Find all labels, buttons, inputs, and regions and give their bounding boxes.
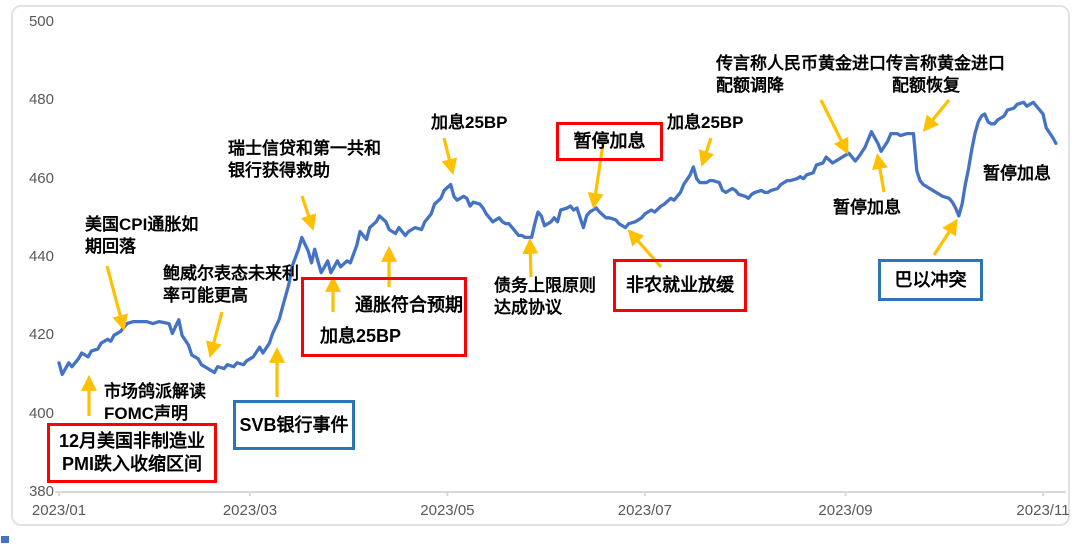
annotation-box-svb-event: SVB银行事件 xyxy=(233,400,355,450)
arrow-quota-restore xyxy=(922,98,951,132)
annotation-fomc-dovish-line: 市场鸽派解读 xyxy=(104,382,206,401)
y-tick-label: 500 xyxy=(28,13,54,30)
arrow-israel xyxy=(932,218,958,256)
annotation-box-pause-jun: 暂停加息 xyxy=(556,122,663,161)
annotation-quota-restore-line: 配额恢复 xyxy=(892,76,960,95)
x-tick-label: 2023/11 xyxy=(1016,502,1070,519)
annotation-debt-ceiling-line: 债务上限原则 xyxy=(494,276,596,295)
arrow-cs-rescue xyxy=(300,195,317,231)
annotation-pause-nov: 暂停加息 xyxy=(983,163,1051,185)
arrow-debt-ceiling xyxy=(522,237,539,278)
annotation-box-nfp-slowdown-text: 非农就业放缓 xyxy=(626,274,734,297)
annotation-us-cpi-line: 期回落 xyxy=(85,237,136,256)
annotation-pause-sep: 暂停加息 xyxy=(833,197,901,219)
annotation-cs-rescue-line: 瑞士信贷和第一共和 xyxy=(228,139,381,158)
x-tick-label: 2023/09 xyxy=(818,502,873,519)
annotation-box-svb-event-line: SVB银行事件 xyxy=(239,414,349,435)
y-tick-label: 440 xyxy=(28,248,54,265)
arrow-us-cpi xyxy=(105,265,128,331)
annotation-box-israel-conflict-text: 巴以冲突 xyxy=(895,269,967,292)
annotation-hike-jul-line: 加息25BP xyxy=(667,113,744,132)
x-tick-label: 2023/05 xyxy=(420,502,475,519)
annotation-box-pause-jun-line: 暂停加息 xyxy=(573,131,646,151)
chart-card-border xyxy=(11,5,1070,526)
annotation-debt-ceiling-line: 达成协议 xyxy=(494,298,562,317)
y-tick-label: 380 xyxy=(28,483,54,500)
annotation-box-pmi-contraction-line: PMI跌入收缩区间 xyxy=(61,454,202,474)
y-tick-label: 460 xyxy=(28,169,54,187)
annotation-quota-cut-line: 传言称人民币黄金进口 xyxy=(716,54,886,73)
annotation-box-svb-event-text: SVB银行事件 xyxy=(239,414,348,437)
y-tick-label: 400 xyxy=(28,404,54,422)
annotation-box-nfp-slowdown: 非农就业放缓 xyxy=(613,259,747,312)
annotation-box-pmi-contraction-line: 12月美国非制造业 xyxy=(58,431,206,451)
annotation-quota-restore-line: 传言称黄金进口 xyxy=(886,54,1005,73)
annotation-quota-restore: 传言称黄金进口配额恢复 xyxy=(886,53,1005,97)
y-tick-label: 420 xyxy=(28,326,54,344)
x-tick-label: 2023/03 xyxy=(222,502,278,519)
annotation-hike-may-line: 加息25BP xyxy=(431,113,508,132)
annotation-box-pmi-contraction: 12月美国非制造业 PMI跌入收缩区间 xyxy=(47,423,217,483)
annotation-box-inflation-hike-item: 通胀符合预期 xyxy=(355,295,463,315)
annotation-pause-nov-line: 暂停加息 xyxy=(983,164,1051,183)
y-tick-label: 480 xyxy=(28,91,54,109)
annotation-box-inflation-hike: 通胀符合预期加息25BP xyxy=(301,277,467,357)
arrow-powell xyxy=(206,311,224,358)
annotation-box-israel-conflict-line: 巴以冲突 xyxy=(894,269,967,290)
corner-artifact xyxy=(1,536,9,543)
annotation-hike-may: 加息25BP xyxy=(431,112,508,134)
annotation-us-cpi: 美国CPI通胀如 期回落 xyxy=(85,214,198,258)
annotation-fomc-dovish: 市场鸽派解读 FOMC声明 xyxy=(104,381,206,425)
arrow-hike-jul xyxy=(698,137,715,167)
price-line xyxy=(57,100,1058,377)
annotation-powell-higher-line: 鲍威尔表态未来利 xyxy=(163,264,299,283)
annotation-box-pmi-contraction-text: 12月美国非制造业 PMI跌入收缩区间 xyxy=(59,430,205,476)
x-tick-label: 2023/07 xyxy=(617,502,672,519)
annotation-box-nfp-slowdown-line: 非农就业放缓 xyxy=(626,275,734,295)
annotation-hike-jul: 加息25BP xyxy=(667,112,744,134)
annotation-cs-rescue: 瑞士信贷和第一共和 银行获得救助 xyxy=(228,138,381,182)
annotation-box-israel-conflict: 巴以冲突 xyxy=(878,259,983,301)
annotation-pause-sep-line: 暂停加息 xyxy=(833,198,901,217)
annotation-debt-ceiling: 债务上限原则 达成协议 xyxy=(494,275,596,319)
arrow-pause-jun xyxy=(587,143,605,210)
annotation-box-inflation-hike-item: 加息25BP xyxy=(320,326,402,346)
annotation-quota-cut: 传言称人民币黄金进口 配额调降 xyxy=(716,53,886,97)
arrow-quota-cut xyxy=(819,99,849,155)
annotation-fomc-dovish-line: FOMC声明 xyxy=(104,404,189,423)
annotation-us-cpi-line: 美国CPI通胀如 xyxy=(85,215,199,234)
arrow-hike-may xyxy=(441,137,458,175)
x-tick-label: 2023/01 xyxy=(31,502,87,519)
annotation-powell-higher: 鲍威尔表态未来利 率可能更高 xyxy=(163,263,299,307)
arrow-pause-sep xyxy=(872,152,888,193)
annotation-powell-higher-line: 率可能更高 xyxy=(163,286,248,305)
annotation-quota-cut-line: 配额调降 xyxy=(716,76,784,95)
annotation-cs-rescue-line: 银行获得救助 xyxy=(228,161,330,180)
annotation-box-pause-jun-text: 暂停加息 xyxy=(574,130,646,153)
